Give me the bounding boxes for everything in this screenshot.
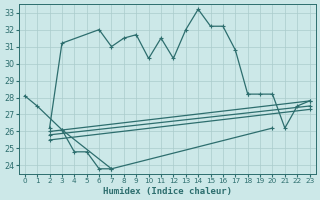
- X-axis label: Humidex (Indice chaleur): Humidex (Indice chaleur): [103, 187, 232, 196]
